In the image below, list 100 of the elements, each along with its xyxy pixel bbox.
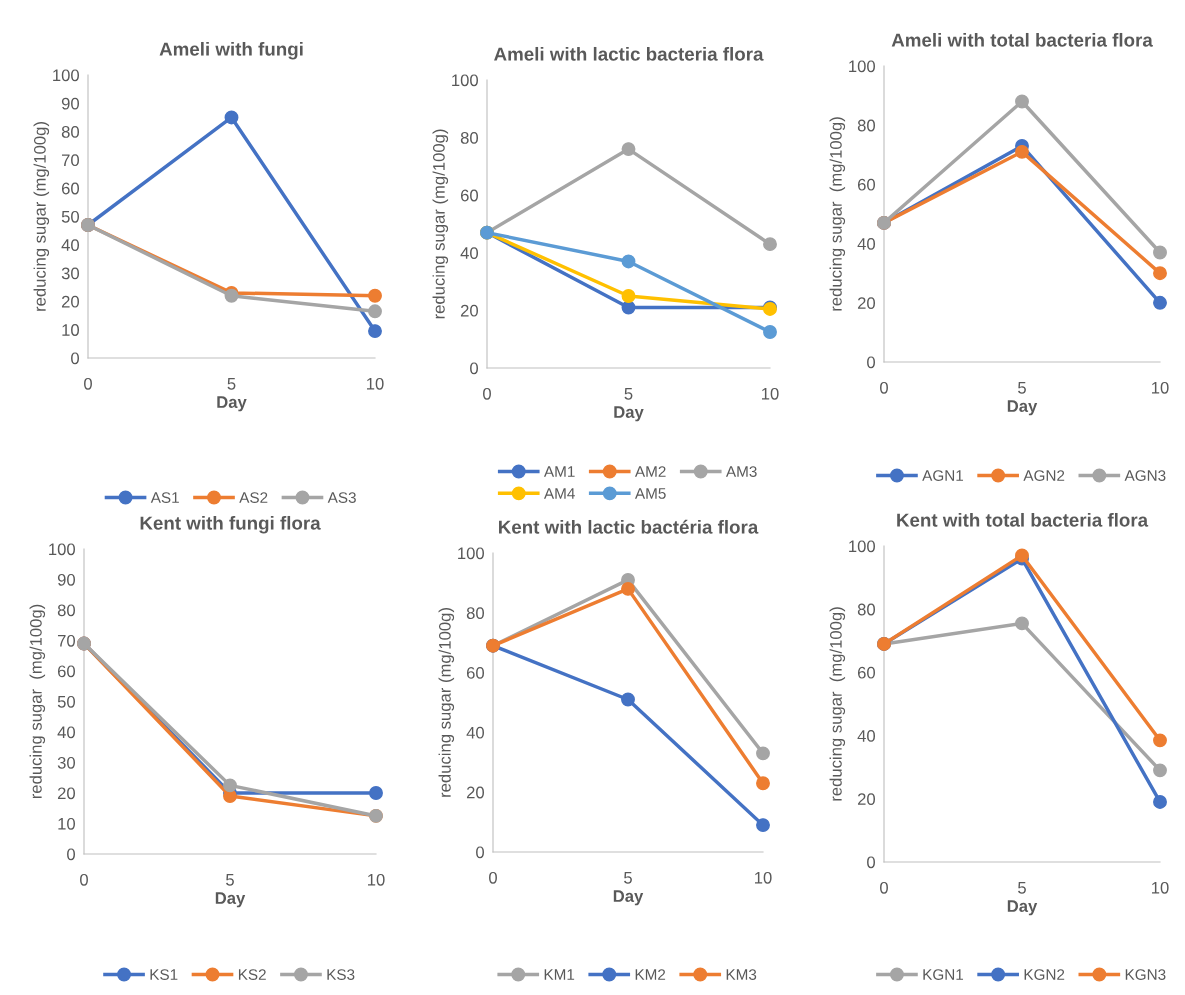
legend-label: KS3 <box>327 969 355 980</box>
x-axis-title: Day <box>1007 400 1038 416</box>
y-tick-label: 40 <box>57 726 76 739</box>
y-tick-label: 0 <box>476 846 485 859</box>
y-tick-label: 30 <box>61 267 80 280</box>
legend-label: KGN1 <box>923 969 964 980</box>
y-axis-title: reducing sugar (mg/100g) <box>33 122 50 311</box>
legend-label: AGN2 <box>1023 470 1065 481</box>
y-axis-title: reducing sugar (mg/100g) <box>29 604 46 799</box>
x-axis-title: Day <box>217 396 247 412</box>
y-tick-label: 80 <box>857 119 876 132</box>
y-tick-label: 60 <box>857 178 876 191</box>
y-tick-label: 80 <box>61 126 80 138</box>
y-tick-label: 50 <box>61 210 80 223</box>
y-tick-label: 20 <box>857 793 876 805</box>
chart-title: Kent with lactic bactéria flora <box>499 519 759 534</box>
x-tick-label: 0 <box>489 871 497 884</box>
y-tick-label: 0 <box>470 362 479 375</box>
y-tick-label: 20 <box>460 304 479 317</box>
y-tick-label: 60 <box>460 189 479 202</box>
legend-label: KS1 <box>150 969 178 980</box>
legend-label: AM5 <box>634 488 666 499</box>
y-tick-label: 0 <box>867 856 876 869</box>
legend-label: AGN1 <box>922 470 964 481</box>
y-tick-label: 100 <box>452 74 479 87</box>
y-axis-title: reducing sugar (mg/100g) <box>829 117 846 311</box>
x-tick-label: 10 <box>762 387 779 400</box>
y-tick-label: 20 <box>57 787 76 800</box>
legend-label: KS2 <box>238 969 266 980</box>
y-tick-label: 0 <box>67 848 76 861</box>
y-axis-title: reducing sugar (mg/100g) <box>829 607 846 801</box>
y-tick-label: 90 <box>57 573 76 586</box>
y-tick-label: 70 <box>61 154 80 167</box>
x-axis-title: Day <box>613 890 644 906</box>
x-axis-title: Day <box>614 406 644 422</box>
x-tick-label: 5 <box>1018 882 1026 894</box>
chart-title: Ameli with fungi <box>159 41 303 60</box>
legend-label: KGN2 <box>1024 969 1065 980</box>
y-tick-label: 60 <box>857 666 876 679</box>
y-tick-label: 100 <box>49 543 76 556</box>
legend-label: KM2 <box>635 969 666 980</box>
x-tick-label: 5 <box>1018 382 1026 394</box>
y-tick-label: 20 <box>61 295 80 308</box>
x-tick-label: 10 <box>1152 881 1169 894</box>
legend-label: AM4 <box>543 488 575 499</box>
chart-title: Kent with total bacteria flora <box>897 512 1149 527</box>
y-tick-label: 70 <box>57 634 76 647</box>
y-tick-label: 40 <box>857 730 876 742</box>
y-tick-label: 20 <box>857 297 876 309</box>
legend-label: KGN3 <box>1125 969 1166 980</box>
y-tick-label: 40 <box>466 726 485 739</box>
legend-label: AS3 <box>327 492 356 503</box>
legend-label: AM1 <box>543 466 575 477</box>
legend-label: AM3 <box>725 466 757 477</box>
x-tick-label: 0 <box>880 881 888 894</box>
chart-title: Kent with fungi flora <box>140 515 321 534</box>
legend-label: AS1 <box>150 492 179 503</box>
y-tick-label: 40 <box>61 239 80 251</box>
y-tick-label: 40 <box>857 238 876 250</box>
x-tick-label: 5 <box>227 378 236 390</box>
y-tick-label: 100 <box>458 547 485 560</box>
x-tick-label: 5 <box>624 388 633 400</box>
y-tick-label: 90 <box>61 97 80 110</box>
x-tick-label: 5 <box>624 872 632 884</box>
y-axis-title: reducing sugar (mg/100g) <box>438 608 455 797</box>
y-axis-title: reducing sugar (mg/100g) <box>432 129 449 319</box>
y-tick-label: 80 <box>460 132 479 144</box>
chart-title: Ameli with lactic bacteria flora <box>494 46 764 61</box>
y-tick-label: 100 <box>849 60 876 73</box>
x-tick-label: 10 <box>755 871 772 884</box>
y-tick-label: 80 <box>466 607 485 619</box>
x-tick-label: 10 <box>1152 381 1169 394</box>
x-tick-label: 0 <box>80 873 88 886</box>
x-axis-title: Day <box>215 892 246 908</box>
legend-label: KM3 <box>726 969 757 980</box>
y-tick-label: 50 <box>57 695 76 708</box>
y-tick-label: 30 <box>57 756 76 769</box>
x-tick-label: 10 <box>368 873 385 886</box>
x-tick-label: 0 <box>84 377 92 390</box>
x-tick-label: 5 <box>226 874 234 886</box>
y-tick-label: 60 <box>57 665 76 678</box>
legend-label: AGN3 <box>1124 470 1166 481</box>
y-tick-label: 20 <box>466 786 485 799</box>
x-tick-label: 10 <box>367 377 384 390</box>
legend-label: AM2 <box>634 466 666 477</box>
y-tick-label: 80 <box>857 603 876 616</box>
y-tick-label: 40 <box>460 247 479 259</box>
y-tick-label: 60 <box>466 667 485 679</box>
y-tick-label: 0 <box>867 356 876 369</box>
legend-label: AS2 <box>239 492 268 503</box>
y-tick-label: 0 <box>71 352 80 365</box>
x-tick-label: 0 <box>880 381 888 394</box>
y-tick-label: 100 <box>53 69 80 82</box>
legend-label: KM1 <box>544 969 575 980</box>
x-axis-title: Day <box>1007 900 1038 916</box>
y-tick-label: 60 <box>61 182 80 195</box>
y-tick-label: 10 <box>58 817 76 830</box>
y-tick-label: 100 <box>849 540 876 553</box>
y-tick-label: 10 <box>62 324 80 336</box>
y-tick-label: 80 <box>57 604 76 617</box>
